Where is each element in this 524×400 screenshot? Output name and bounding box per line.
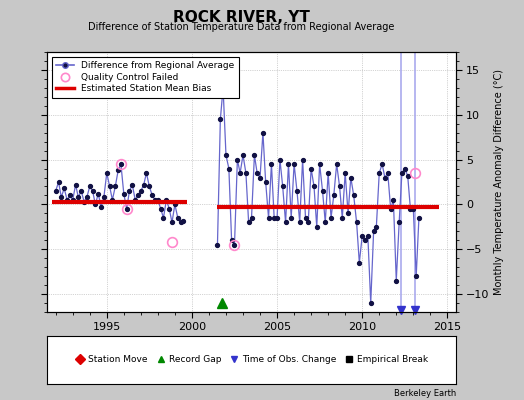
- Legend: Difference from Regional Average, Quality Control Failed, Estimated Station Mean: Difference from Regional Average, Qualit…: [52, 56, 239, 98]
- Legend: Station Move, Record Gap, Time of Obs. Change, Empirical Break: Station Move, Record Gap, Time of Obs. C…: [72, 353, 431, 367]
- Y-axis label: Monthly Temperature Anomaly Difference (°C): Monthly Temperature Anomaly Difference (…: [494, 69, 504, 295]
- Text: Difference of Station Temperature Data from Regional Average: Difference of Station Temperature Data f…: [88, 22, 394, 32]
- Text: ROCK RIVER, YT: ROCK RIVER, YT: [172, 10, 310, 25]
- Text: Berkeley Earth: Berkeley Earth: [394, 389, 456, 398]
